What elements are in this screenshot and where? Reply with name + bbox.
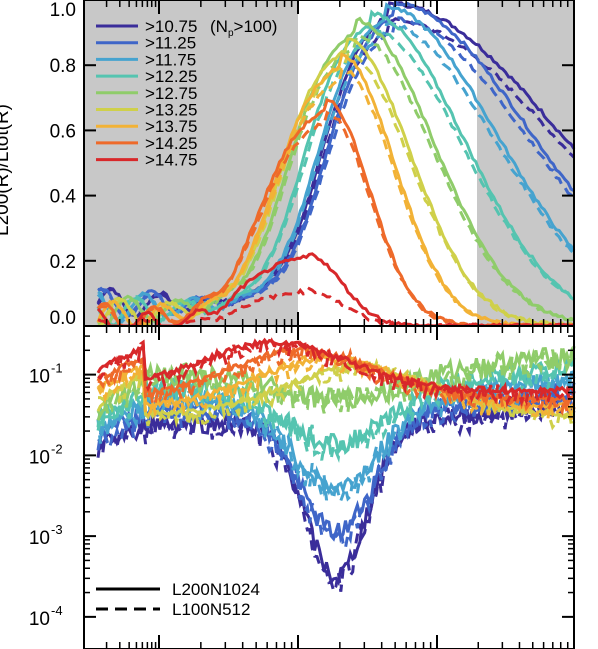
bottom-series-line-1-dashed — [96, 396, 576, 595]
bottom-y-tick-exponent: -4 — [51, 603, 63, 618]
top-legend-label: >11.75 — [145, 50, 196, 69]
top-series-lines — [96, 0, 576, 329]
top-y-tick-label: 1.0 — [50, 0, 76, 21]
bottom-y-tick-exponent: -2 — [51, 441, 63, 456]
bottom-series-line-8-dashed — [97, 342, 575, 416]
bottom-series-line-9-dashed — [97, 335, 576, 408]
top-legend-label: >14.75 — [145, 151, 197, 170]
bottom-series-lines — [96, 335, 576, 595]
top-legend: >10.75 (Np>100)>11.25>11.75>12.25>12.75>1… — [96, 17, 277, 170]
x-ticks — [83, 0, 569, 649]
top-legend-label: >12.75 — [145, 84, 197, 103]
top-legend-label: >10.75 — [145, 17, 197, 36]
top-y-tick-label: 0.2 — [50, 252, 76, 273]
top-legend-label: >13.25 — [145, 101, 197, 120]
top-legend-label: >12.25 — [145, 67, 197, 86]
bottom-legend-label: L100N512 — [172, 600, 250, 619]
bottom-series-line-4-dashed — [96, 357, 576, 464]
top-y-axis-label: L200(R)/Ltot(R) — [0, 104, 13, 236]
top-legend-label: >11.25 — [145, 34, 196, 53]
bottom-y-tick-label: 10 — [29, 447, 50, 468]
top-panel: >10.75 (Np>100)>11.25>11.75>12.25>12.75>1… — [0, 0, 576, 329]
top-series-line-7-dashed — [96, 68, 575, 328]
bottom-y-tick-exponent: -3 — [51, 522, 63, 537]
top-y-tick-label: 0.4 — [50, 187, 77, 208]
top-y-tick-label: 0.8 — [50, 56, 76, 77]
top-series-line-4-dashed — [96, 26, 575, 328]
bottom-y-tick-label: 10 — [29, 528, 50, 549]
top-series-line-2-dashed — [97, 16, 576, 319]
bottom-legend-label: L200N1024 — [172, 580, 260, 599]
bottom-y-tick-exponent: -1 — [51, 361, 63, 376]
top-shaded-right — [477, 0, 574, 326]
top-y-tick-label: 0.0 — [50, 308, 76, 329]
bottom-y-ticks: 10-110-210-310-4 — [29, 335, 574, 630]
top-series-line-5-dashed — [97, 34, 575, 326]
bottom-series-line-7-dashed — [96, 350, 576, 421]
bottom-y-tick-label: 10 — [29, 609, 50, 630]
top-legend-label: >14.25 — [145, 134, 197, 153]
top-y-ticks: 0.0 0.2 0.4 0.6 0.8 1.0 — [50, 0, 574, 329]
bottom-series-line-9-solid — [96, 337, 576, 396]
bottom-y-tick-label: 10 — [29, 367, 50, 388]
top-y-tick-label: 0.6 — [50, 121, 76, 142]
top-legend-note: (Np>100) — [210, 17, 277, 39]
top-legend-label: >13.75 — [145, 117, 197, 136]
